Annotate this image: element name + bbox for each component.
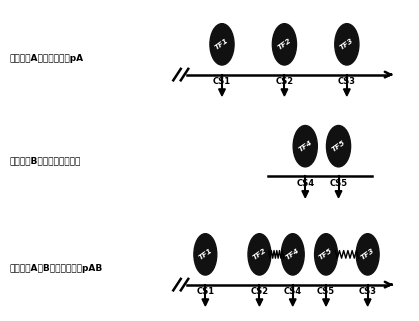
Polygon shape — [256, 299, 263, 306]
Polygon shape — [365, 299, 371, 306]
Ellipse shape — [210, 24, 234, 65]
Text: TF2: TF2 — [251, 247, 267, 261]
Text: CS1: CS1 — [213, 77, 231, 86]
Text: CS4: CS4 — [296, 179, 314, 188]
Polygon shape — [202, 299, 209, 306]
Text: TF1: TF1 — [214, 38, 230, 51]
Ellipse shape — [281, 234, 304, 275]
Polygon shape — [344, 89, 350, 96]
Text: TF4: TF4 — [297, 139, 313, 153]
Text: 响应激素B诱导的模式元件盒: 响应激素B诱导的模式元件盒 — [10, 156, 81, 165]
Ellipse shape — [293, 126, 317, 167]
Polygon shape — [335, 191, 342, 198]
Text: CS5: CS5 — [317, 287, 335, 296]
Text: TF2: TF2 — [277, 38, 292, 51]
Ellipse shape — [194, 234, 217, 275]
Ellipse shape — [356, 234, 379, 275]
Text: CS3: CS3 — [359, 287, 377, 296]
Text: TF3: TF3 — [339, 38, 355, 51]
Text: CS2: CS2 — [275, 77, 293, 86]
Polygon shape — [219, 89, 225, 96]
Polygon shape — [302, 191, 308, 198]
Polygon shape — [323, 299, 329, 306]
Ellipse shape — [326, 126, 351, 167]
Ellipse shape — [315, 234, 337, 275]
Text: 响应激素A诱导的启动子pA: 响应激素A诱导的启动子pA — [10, 54, 84, 63]
Polygon shape — [290, 299, 296, 306]
Text: CS1: CS1 — [196, 287, 215, 296]
Ellipse shape — [335, 24, 359, 65]
Ellipse shape — [248, 234, 271, 275]
Text: TF4: TF4 — [285, 247, 300, 261]
Ellipse shape — [272, 24, 297, 65]
Text: CS4: CS4 — [284, 287, 302, 296]
Text: TF5: TF5 — [331, 139, 347, 153]
Text: CS5: CS5 — [329, 179, 348, 188]
Text: 同时响应A和B诱导的启动子pAB: 同时响应A和B诱导的启动子pAB — [10, 264, 103, 273]
Text: TF1: TF1 — [197, 247, 213, 261]
Text: CS3: CS3 — [338, 77, 356, 86]
Polygon shape — [281, 89, 288, 96]
Text: TF5: TF5 — [318, 247, 334, 261]
Text: TF3: TF3 — [360, 247, 375, 261]
Text: CS2: CS2 — [251, 287, 269, 296]
